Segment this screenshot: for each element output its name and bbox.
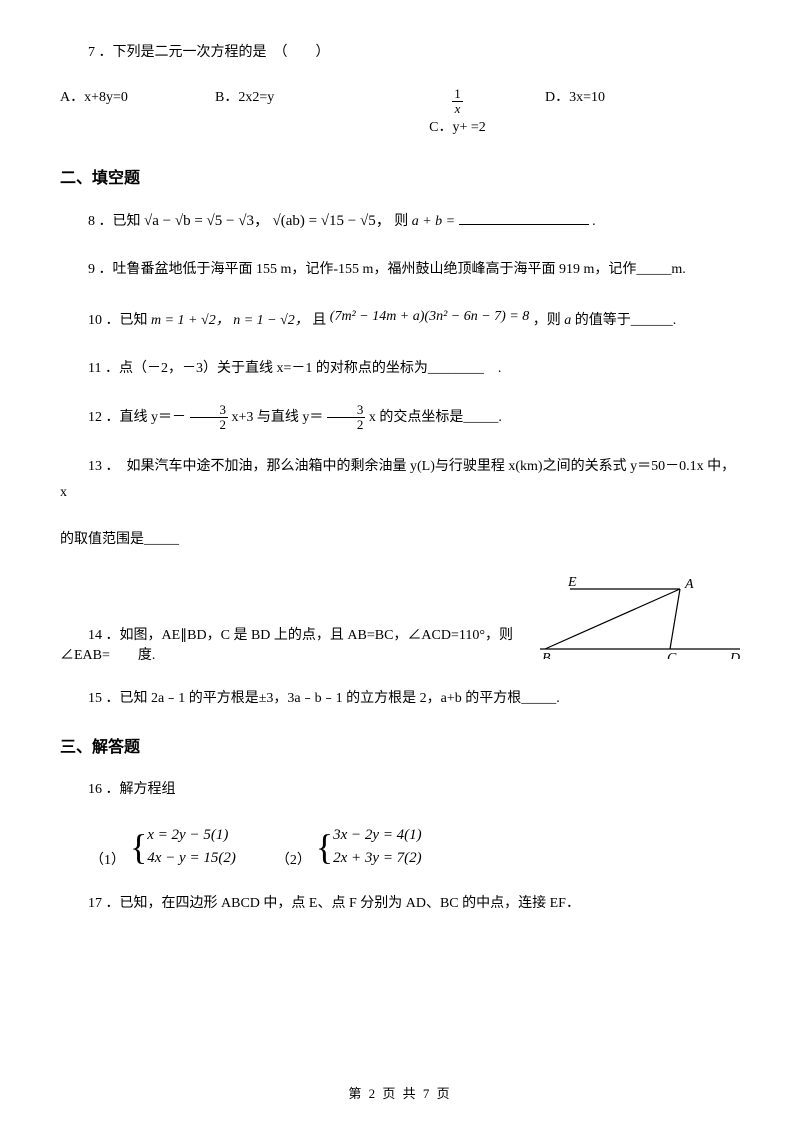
q10-suffix: 的值等于______. bbox=[575, 313, 677, 328]
fraction-icon: 3 2 bbox=[190, 403, 229, 433]
q17: 17 ．已知，在四边形 ABCD 中，点 E、点 F 分别为 AD、BC 的中点… bbox=[60, 891, 740, 916]
q12-p2: x+3 与直线 y＝ bbox=[232, 410, 324, 425]
q10-and: 且 bbox=[312, 313, 326, 328]
frac-num: 1 bbox=[452, 87, 463, 102]
q11: 11 ．点（－2，－3）关于直线 x=－1 的对称点的坐标为________ . bbox=[60, 356, 740, 381]
q13-line1: 13 ． 如果汽车中途不加油，那么油箱中的剩余油量 y(L)与行驶里程 x(km… bbox=[60, 454, 740, 504]
q9: 9 ．吐鲁番盆地低于海平面 155 m，记作-155 m，福州鼓山绝顶峰高于海平… bbox=[60, 257, 740, 282]
frac-num: 3 bbox=[327, 403, 366, 418]
q14-text: 14 ．如图，AE∥BD，C 是 BD 上的点，且 AB=BC，∠ACD=110… bbox=[60, 624, 540, 664]
q10-mid: ，则 bbox=[533, 313, 561, 328]
label-A: A bbox=[684, 577, 694, 592]
q12: 12 ．直线 y＝－ 3 2 x+3 与直线 y＝ 3 2 x 的交点坐标是__… bbox=[60, 403, 740, 433]
brace-icon: { bbox=[130, 829, 147, 865]
triangle-diagram: E A B C D bbox=[540, 574, 740, 664]
label-E: E bbox=[567, 575, 577, 590]
sys2-label: （2） bbox=[276, 849, 311, 869]
q12-p3: x 的交点坐标是_____. bbox=[369, 410, 502, 425]
equation-system-2: { 3x − 2y = 4(1) 2x + 3y = 7(2) bbox=[316, 824, 422, 869]
q13-line2: 的取值范围是_____ bbox=[60, 527, 740, 552]
page-footer: 第 2 页 共 7 页 bbox=[0, 1083, 800, 1102]
q7-options: A．x+8y=0 B．2x2=y 1 x C．y+ =2 D．3x=10 bbox=[60, 87, 740, 139]
equation-system-1: { x = 2y − 5(1) 4x − y = 15(2) bbox=[130, 824, 236, 869]
q8: 8 ．已知 √a − √b = √5 − √3， √(ab) = √15 − √… bbox=[60, 208, 740, 235]
q10: 10 ．已知 m = 1 + √2， n = 1 − √2， 且 (7m² − … bbox=[60, 304, 740, 333]
sys2-eq2: 2x + 3y = 7(2) bbox=[333, 847, 422, 870]
sys1-eq2: 4x − y = 15(2) bbox=[147, 847, 236, 870]
label-D: D bbox=[729, 651, 740, 659]
sys1-label: （1） bbox=[90, 849, 125, 869]
frac-den: 2 bbox=[327, 418, 366, 432]
q10-a: a bbox=[564, 313, 571, 328]
q7-stem: 7 ．下列是二元一次方程的是 （ ） bbox=[60, 40, 740, 65]
q14-wrap: 14 ．如图，AE∥BD，C 是 BD 上的点，且 AB=BC，∠ACD=110… bbox=[60, 574, 740, 664]
q8-expr2: √(ab) = √15 − √5， bbox=[272, 213, 390, 229]
q10-n: n = 1 − √2， bbox=[233, 313, 309, 328]
fraction-icon: 3 2 bbox=[327, 403, 366, 433]
frac-den: 2 bbox=[190, 418, 229, 432]
brace-icon: { bbox=[316, 829, 333, 865]
q10-m: m = 1 + √2， bbox=[151, 313, 230, 328]
q7-opt-b: B．2x2=y bbox=[215, 87, 370, 139]
q15: 15 ．已知 2a﹣1 的平方根是±3，3a﹣b﹣1 的立方根是 2，a+b 的… bbox=[60, 686, 740, 711]
q8-expr3: a + b = bbox=[412, 214, 455, 229]
sys1-eq1: x = 2y − 5(1) bbox=[147, 824, 236, 847]
q7-opt-a: A．x+8y=0 bbox=[60, 87, 215, 139]
section-solve: 三、解答题 bbox=[60, 733, 740, 757]
q10-prefix: 10 ．已知 bbox=[88, 313, 148, 328]
q8-suffix: . bbox=[592, 214, 596, 229]
label-B: B bbox=[542, 651, 551, 659]
blank-input[interactable] bbox=[459, 209, 589, 225]
q8-mid: 则 bbox=[394, 214, 408, 229]
q16-systems: （1） { x = 2y − 5(1) 4x − y = 15(2) （2） {… bbox=[90, 824, 740, 869]
q10-poly: (7m² − 14m + a)(3n² − 6n − 7) = 8 bbox=[330, 309, 530, 324]
fraction-icon: 1 x bbox=[452, 87, 463, 117]
q7-optc-text: C．y+ =2 bbox=[429, 117, 486, 139]
q8-prefix: 8 ．已知 bbox=[88, 214, 141, 229]
section-fill-blank: 二、填空题 bbox=[60, 164, 740, 188]
q7-opt-c: 1 x C．y+ =2 bbox=[370, 87, 545, 139]
sys2-eq1: 3x − 2y = 4(1) bbox=[333, 824, 422, 847]
q8-expr1: √a − √b = √5 − √3， bbox=[144, 213, 269, 229]
q12-p1: 12 ．直线 y＝－ bbox=[88, 410, 186, 425]
frac-den: x bbox=[453, 102, 463, 116]
q7-opt-d: D．3x=10 bbox=[545, 87, 665, 139]
label-C: C bbox=[667, 651, 677, 659]
frac-num: 3 bbox=[190, 403, 229, 418]
q16-stem: 16 ．解方程组 bbox=[60, 777, 740, 802]
